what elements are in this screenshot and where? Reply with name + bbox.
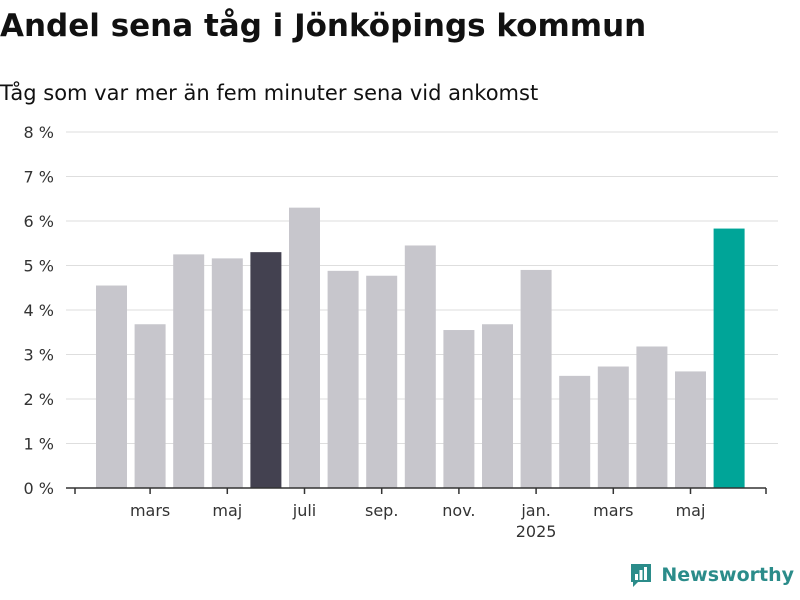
x-tick-year-label: 2025 bbox=[516, 522, 557, 541]
x-tick-label: juli bbox=[292, 501, 316, 520]
chart-title: Andel sena tåg i Jönköpings kommun bbox=[0, 8, 647, 44]
y-tick-label: 7 % bbox=[24, 168, 54, 187]
x-tick-label: maj bbox=[212, 501, 242, 520]
bar-2024-02 bbox=[96, 285, 127, 488]
bar-2025-05 bbox=[675, 371, 706, 488]
bar-2024-07 bbox=[289, 207, 320, 488]
x-tick-label: maj bbox=[676, 501, 706, 520]
bar-2024-08 bbox=[327, 270, 359, 488]
bar-2024-06 bbox=[250, 252, 282, 488]
y-tick-label: 6 % bbox=[24, 212, 54, 231]
y-tick-label: 0 % bbox=[24, 479, 54, 498]
y-tick-label: 2 % bbox=[24, 390, 54, 409]
bar-2024-11 bbox=[443, 330, 475, 488]
bar-2025-02 bbox=[559, 375, 591, 488]
bar-2025-06 bbox=[713, 228, 745, 488]
y-tick-label: 5 % bbox=[24, 257, 54, 276]
y-tick-label: 3 % bbox=[24, 346, 54, 365]
x-tick-label: mars bbox=[130, 501, 170, 520]
bar-2025-01 bbox=[520, 269, 552, 488]
y-tick-label: 8 % bbox=[24, 123, 54, 142]
x-tick-label: jan. bbox=[520, 501, 550, 520]
bar-2024-09 bbox=[366, 275, 398, 488]
bar-2024-12 bbox=[482, 324, 513, 488]
x-tick-label: mars bbox=[593, 501, 633, 520]
bar-2024-04 bbox=[173, 254, 205, 488]
bar-2024-03 bbox=[134, 324, 166, 488]
bar-2025-04 bbox=[636, 346, 668, 488]
newsworthy-logo-text: Newsworthy bbox=[661, 564, 794, 586]
newsworthy-logo[interactable]: Newsworthy bbox=[629, 562, 794, 588]
bar-2024-05 bbox=[211, 258, 243, 488]
chart-subtitle: Tåg som var mer än fem minuter sena vid … bbox=[0, 81, 539, 105]
bar-2025-03 bbox=[597, 366, 629, 488]
y-tick-label: 4 % bbox=[24, 301, 54, 320]
newsworthy-logo-icon bbox=[631, 564, 652, 587]
x-tick-label: sep. bbox=[365, 501, 398, 520]
bar-2024-10 bbox=[404, 245, 436, 488]
x-tick-label: nov. bbox=[442, 501, 475, 520]
y-tick-label: 1 % bbox=[24, 435, 54, 454]
